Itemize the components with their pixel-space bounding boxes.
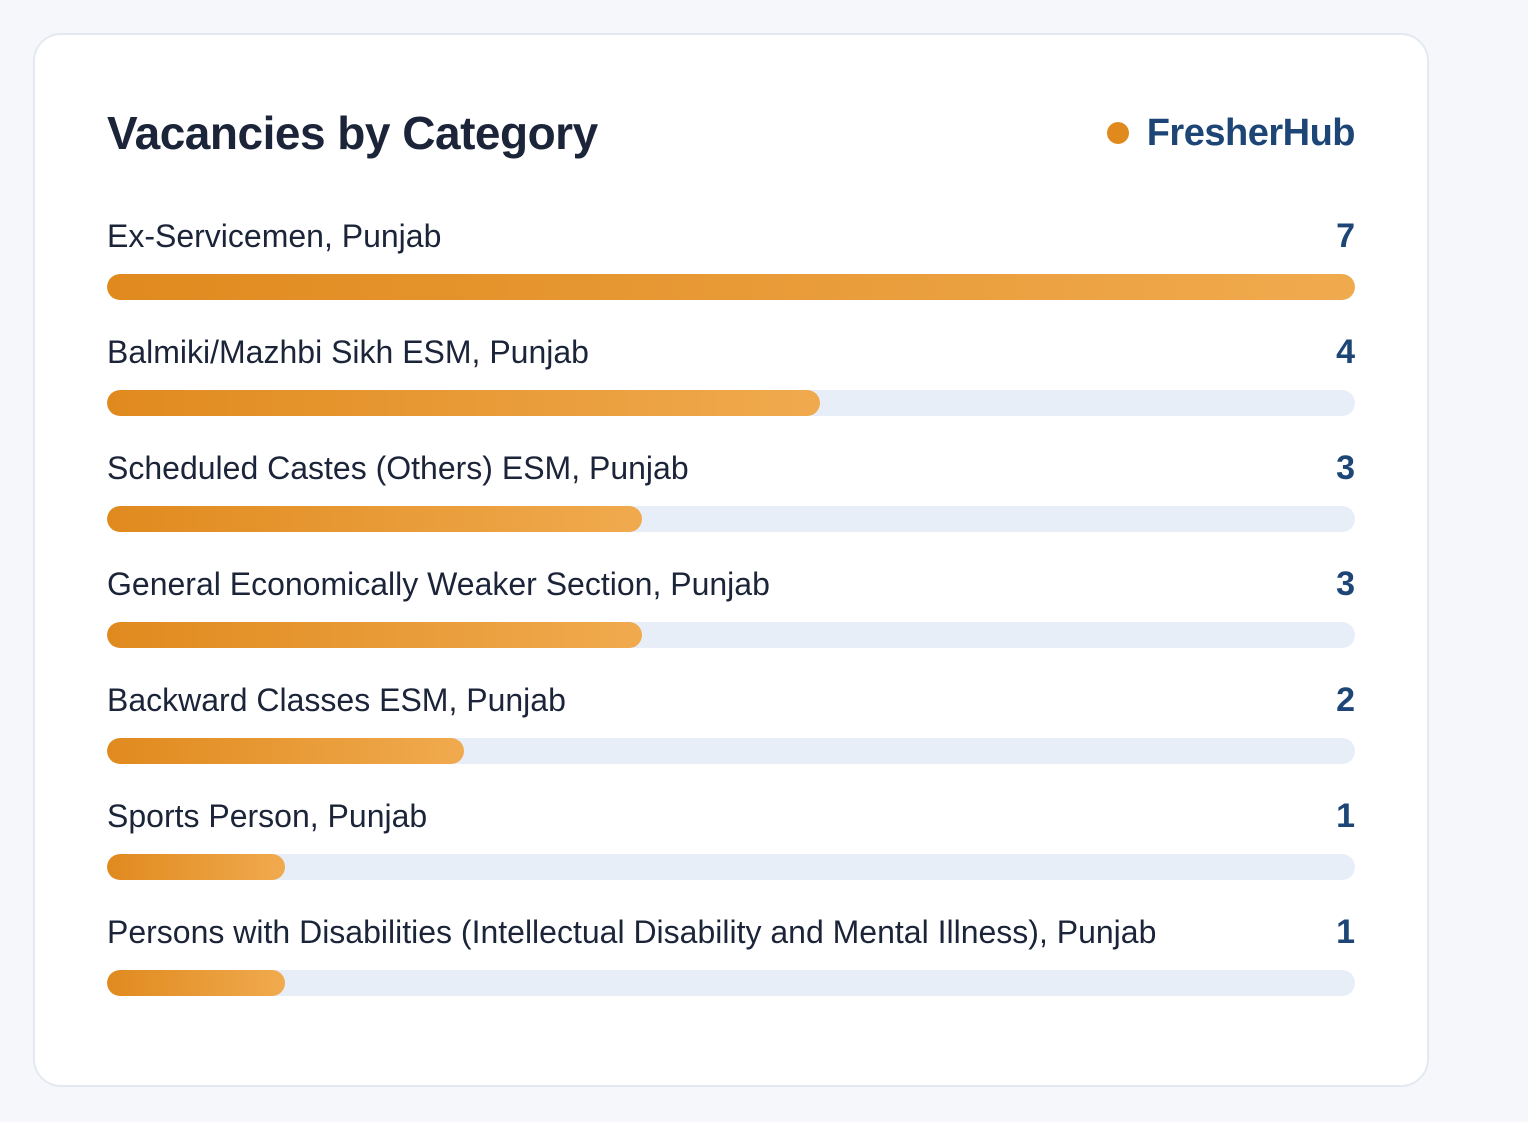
brand-name: FresherHub [1146,111,1356,154]
bar-track [107,854,1355,880]
data-label: 1 [1336,912,1355,951]
bar-track [107,738,1355,764]
bar-row-header: Balmiki/Mazhbi Sikh ESM, Punjab 4 [107,327,1355,377]
bar [107,854,286,880]
brand-dot-icon [1106,122,1129,144]
bar-row-header: Ex-Servicemen, Punjab 7 [107,211,1355,261]
bar-track [107,274,1355,300]
category-label: Ex-Servicemen, Punjab [107,217,442,254]
data-label: 7 [1336,216,1355,255]
data-label: 2 [1336,680,1355,719]
bar-track [107,622,1355,648]
bar-row-header: Sports Person, Punjab 1 [107,791,1355,841]
category-label: Scheduled Castes (Others) ESM, Punjab [107,449,689,486]
bar-row: Scheduled Castes (Others) ESM, Punjab 3 [107,443,1355,559]
bar [107,506,642,532]
bar-list: Ex-Servicemen, Punjab 7 Balmiki/Mazhbi Sik… [107,211,1355,1023]
bar-row: Ex-Servicemen, Punjab 7 [107,211,1355,327]
chart-title: Vacancies by Category [107,107,598,159]
bar-row-header: Persons with Disabilities (Intellectual … [107,907,1355,957]
bar-track [107,970,1355,996]
card-header: Vacancies by Category FresherHub [107,103,1356,163]
data-label: 4 [1336,332,1355,371]
bar-track [107,390,1355,416]
bar-track [107,506,1355,532]
bar-row-header: General Economically Weaker Section, Pun… [107,559,1355,609]
category-label: Persons with Disabilities (Intellectual … [107,913,1157,950]
category-label: General Economically Weaker Section, Pun… [107,565,770,602]
bar [107,274,1355,300]
bar [107,622,642,648]
data-label: 3 [1336,564,1355,603]
bar-row: Persons with Disabilities (Intellectual … [107,907,1355,1023]
vacancies-card: Vacancies by Category FresherHub Ex-Serv… [33,33,1429,1087]
data-label: 3 [1336,448,1355,487]
category-label: Backward Classes ESM, Punjab [107,681,566,718]
category-label: Sports Person, Punjab [107,797,428,834]
bar-row-header: Scheduled Castes (Others) ESM, Punjab 3 [107,443,1355,493]
bar-row-header: Backward Classes ESM, Punjab 2 [107,675,1355,725]
bar [107,970,286,996]
category-label: Balmiki/Mazhbi Sikh ESM, Punjab [107,333,589,370]
bar-row: General Economically Weaker Section, Pun… [107,559,1355,675]
bar-row: Balmiki/Mazhbi Sikh ESM, Punjab 4 [107,327,1355,443]
bar [107,390,821,416]
bar-row: Backward Classes ESM, Punjab 2 [107,675,1355,791]
brand: FresherHub [1106,111,1356,155]
bar-row: Sports Person, Punjab 1 [107,791,1355,907]
data-label: 1 [1336,796,1355,835]
bar [107,738,464,764]
